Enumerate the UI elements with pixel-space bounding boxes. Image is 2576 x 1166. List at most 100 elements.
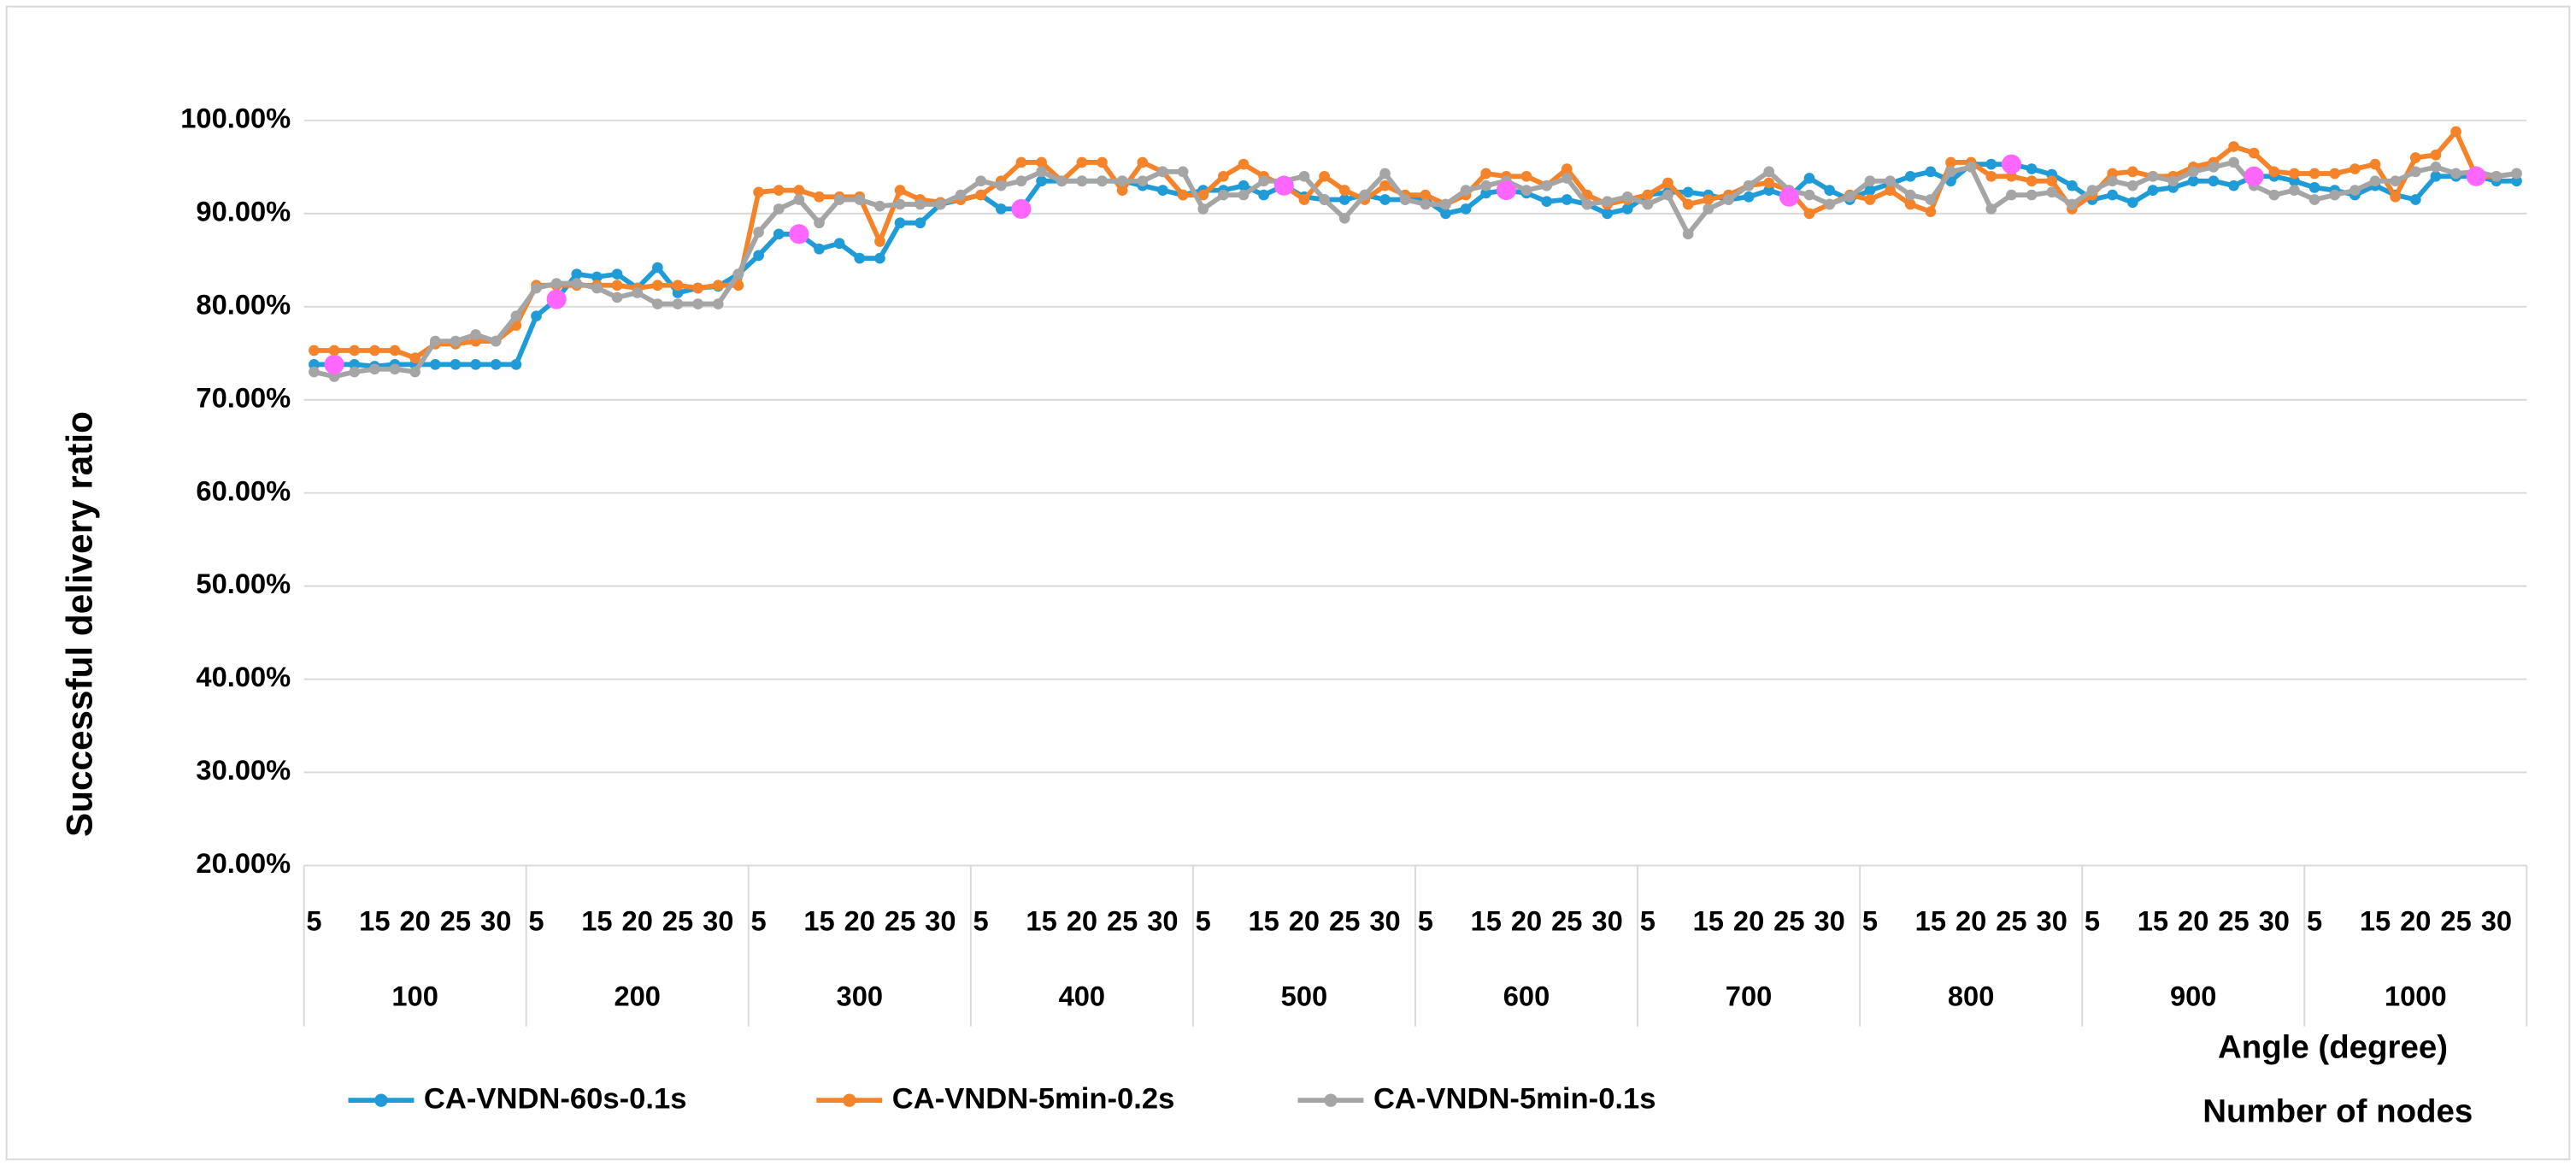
data-point [1420, 198, 1432, 210]
data-point [2350, 185, 2361, 196]
data-point [1743, 180, 1755, 191]
data-point [1258, 189, 1269, 201]
x-tick-label: 20 [844, 904, 875, 936]
x-tick-label: 20 [1289, 904, 1320, 936]
data-point [389, 363, 401, 375]
highlight-point [2466, 166, 2486, 186]
x-tick-label: 30 [925, 904, 956, 936]
data-point [2228, 180, 2239, 191]
data-point [1945, 166, 1956, 178]
highlight-point [2244, 166, 2264, 186]
data-point [692, 298, 703, 309]
x-group-label: 1000 [2385, 980, 2447, 1012]
data-point [672, 287, 684, 298]
data-point [854, 194, 866, 205]
data-point [2067, 198, 2078, 210]
data-point [2430, 149, 2442, 161]
y-tick-label: 20.00% [196, 847, 291, 879]
data-point [2147, 185, 2159, 196]
data-point [2350, 163, 2361, 174]
y-tick-label: 100.00% [180, 103, 291, 134]
data-point [652, 280, 663, 292]
data-point [2369, 158, 2381, 170]
x-group-label: 500 [1281, 980, 1328, 1012]
data-point [1238, 180, 1250, 191]
y-tick-label: 60.00% [196, 474, 291, 506]
x-group-label: 800 [1948, 980, 1995, 1012]
data-point [2208, 175, 2220, 187]
x-tick-label: 15 [359, 904, 390, 936]
data-point [652, 298, 663, 309]
data-point [1076, 175, 1088, 187]
data-point [1885, 185, 1896, 196]
legend-label: CA-VNDN-5min-0.1s [1373, 1082, 1656, 1115]
data-point [429, 359, 441, 370]
x-tick-label: 25 [440, 904, 471, 936]
data-point [995, 203, 1007, 215]
x-tick-label: 30 [1147, 904, 1178, 936]
data-point [1420, 189, 1432, 201]
data-point [510, 359, 522, 370]
data-point [2107, 189, 2118, 201]
data-point [1116, 175, 1128, 187]
x-tick-label: 30 [480, 904, 511, 936]
data-point [429, 335, 441, 347]
x-tick-label: 25 [1996, 904, 2026, 936]
data-point [1298, 170, 1310, 182]
x-group-label: 100 [391, 980, 438, 1012]
data-point [1379, 180, 1391, 191]
x-tick-label: 20 [622, 904, 653, 936]
data-point [1662, 177, 1673, 189]
x-tick-label: 25 [2218, 904, 2249, 936]
data-point [773, 203, 785, 215]
data-point [2228, 141, 2239, 152]
x2-axis-title: Number of nodes [2203, 1093, 2473, 1130]
data-point [2126, 166, 2138, 178]
data-point [1621, 191, 1633, 203]
data-point [591, 282, 603, 294]
data-point [2268, 189, 2280, 201]
data-point [773, 185, 785, 196]
data-point [1197, 203, 1209, 215]
data-point [692, 282, 703, 294]
x-group-label: 600 [1503, 980, 1550, 1012]
data-point [2329, 168, 2341, 180]
data-point [1723, 194, 1734, 205]
data-point [349, 359, 361, 370]
data-point [1803, 189, 1815, 201]
legend-marker [843, 1093, 856, 1107]
data-point [894, 185, 906, 196]
data-point [1238, 158, 1250, 170]
data-point [712, 298, 724, 309]
x-tick-label: 20 [1511, 904, 1542, 936]
data-point [1743, 191, 1755, 203]
x-tick-label: 25 [1107, 904, 1138, 936]
data-point [1258, 175, 1269, 187]
data-point [1197, 189, 1209, 201]
highlight-point [1779, 186, 1799, 207]
data-point [1480, 187, 1492, 199]
data-point [2329, 189, 2341, 201]
x-tick-label: 25 [885, 904, 915, 936]
data-point [2147, 170, 2159, 182]
data-point [1238, 189, 1250, 201]
data-point [328, 344, 340, 356]
y-tick-label: 40.00% [196, 661, 291, 692]
x-tick-label: 30 [1369, 904, 1400, 936]
data-point [2390, 175, 2401, 187]
data-point [1137, 175, 1149, 187]
data-point [1621, 203, 1633, 215]
data-point [1015, 175, 1027, 187]
data-point [2248, 147, 2260, 159]
data-point [2409, 152, 2421, 163]
data-point [2026, 189, 2038, 201]
x-tick-label: 30 [1814, 904, 1844, 936]
data-point [1137, 156, 1149, 168]
data-point [369, 344, 380, 356]
data-point [2390, 191, 2401, 203]
data-point [1460, 203, 1472, 215]
data-point [1520, 185, 1532, 196]
x-tick-label: 15 [1026, 904, 1056, 936]
data-point [793, 185, 805, 196]
data-point [2067, 180, 2078, 191]
